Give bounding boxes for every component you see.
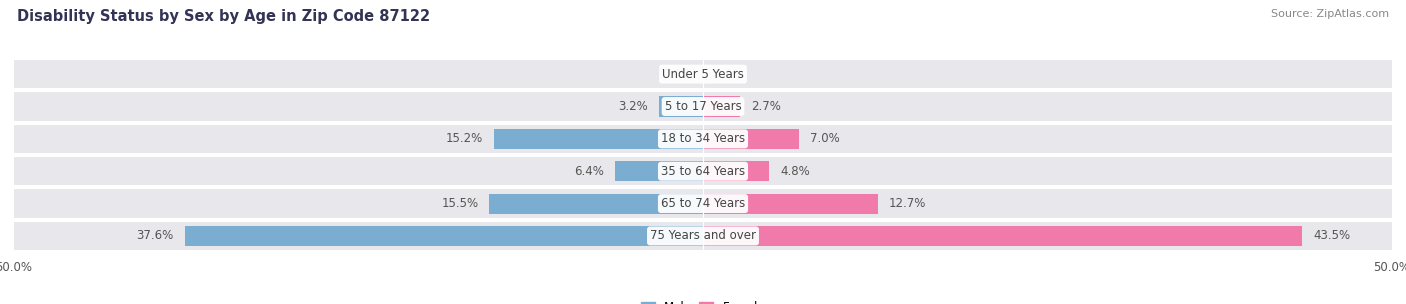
Text: 6.4%: 6.4% [574,165,603,178]
Text: 43.5%: 43.5% [1313,230,1351,243]
Text: 75 Years and over: 75 Years and over [650,230,756,243]
Text: 12.7%: 12.7% [889,197,927,210]
Text: 37.6%: 37.6% [136,230,174,243]
Bar [614,161,703,181]
Text: 15.2%: 15.2% [446,132,482,145]
Bar [14,60,1392,88]
Text: Disability Status by Sex by Age in Zip Code 87122: Disability Status by Sex by Age in Zip C… [17,9,430,24]
Text: 0.0%: 0.0% [714,67,744,81]
Text: 18 to 34 Years: 18 to 34 Years [661,132,745,145]
Text: 2.7%: 2.7% [751,100,782,113]
Bar [703,226,1302,246]
Legend: Male, Female: Male, Female [641,301,765,304]
Text: 5 to 17 Years: 5 to 17 Years [665,100,741,113]
Bar [14,125,1392,153]
Bar [14,92,1392,121]
Text: 3.2%: 3.2% [619,100,648,113]
Bar [14,157,1392,185]
Bar [489,194,703,214]
Bar [703,96,740,116]
Bar [659,96,703,116]
Bar [703,194,877,214]
Bar [14,222,1392,250]
Text: 0.0%: 0.0% [662,67,692,81]
Text: 35 to 64 Years: 35 to 64 Years [661,165,745,178]
Bar [186,226,703,246]
Bar [703,161,769,181]
Text: 7.0%: 7.0% [810,132,841,145]
Text: 65 to 74 Years: 65 to 74 Years [661,197,745,210]
Bar [14,189,1392,218]
Bar [494,129,703,149]
Bar [703,129,800,149]
Text: 4.8%: 4.8% [780,165,810,178]
Text: 15.5%: 15.5% [441,197,478,210]
Text: Under 5 Years: Under 5 Years [662,67,744,81]
Text: Source: ZipAtlas.com: Source: ZipAtlas.com [1271,9,1389,19]
